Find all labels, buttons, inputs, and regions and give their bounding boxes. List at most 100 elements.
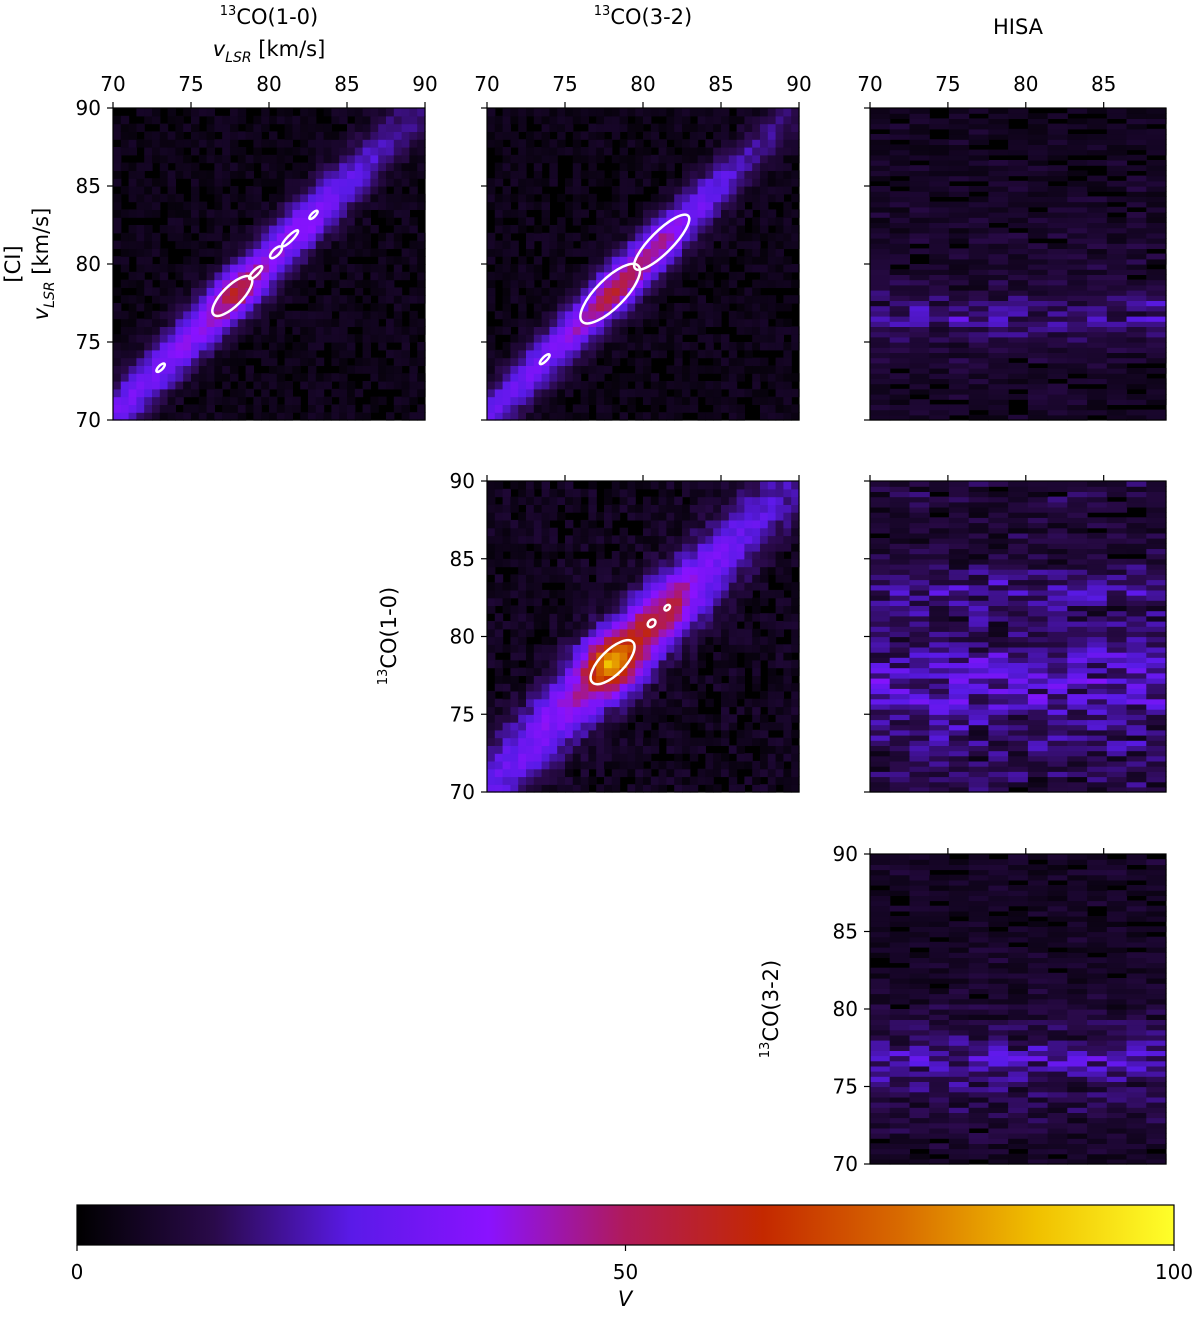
heatmap-cell: [791, 115, 800, 125]
heatmap-cell: [487, 232, 496, 242]
heatmap-cell: [1047, 347, 1068, 353]
heatmap-cell: [783, 381, 792, 390]
heatmap-cell: [580, 558, 589, 568]
heatmap-cell: [518, 737, 527, 746]
heatmap-cell: [783, 264, 792, 273]
heatmap-cell: [760, 264, 769, 273]
heatmap-cell: [643, 279, 652, 288]
heatmap-cell: [889, 316, 910, 322]
heatmap-cell: [721, 722, 730, 731]
heatmap-cell: [783, 108, 792, 117]
heatmap-cell: [705, 349, 714, 359]
heatmap-cell: [401, 108, 410, 117]
heatmap-cell: [136, 209, 145, 218]
heatmap-cell: [682, 729, 691, 739]
heatmap-cell: [674, 690, 683, 700]
heatmap-cell: [580, 706, 589, 715]
heatmap-cell: [308, 201, 317, 210]
heatmap-cell: [183, 279, 192, 288]
heatmap-cell: [767, 264, 777, 273]
heatmap-cell: [253, 303, 262, 312]
heatmap-cell: [791, 232, 800, 242]
heatmap-cell: [666, 264, 675, 273]
heatmap-cell: [518, 512, 527, 521]
heatmap-cell: [269, 162, 278, 171]
heatmap-cell: [308, 373, 317, 382]
heatmap-cell: [650, 279, 660, 288]
heatmap-cell: [588, 248, 597, 257]
heatmap-cell: [393, 186, 403, 195]
heatmap-cell: [409, 240, 418, 249]
heatmap-cell: [292, 357, 301, 366]
heatmap-cell: [588, 519, 597, 529]
heatmap-cell: [635, 303, 644, 312]
heatmap-cell: [1047, 409, 1068, 416]
heatmap-cell: [783, 644, 792, 653]
heatmap-cell: [767, 636, 777, 645]
heatmap-cell: [518, 776, 527, 785]
heatmap-cell: [557, 225, 566, 234]
heatmap-cell: [533, 365, 543, 374]
heatmap-cell: [510, 496, 519, 505]
heatmap-cell: [744, 512, 753, 521]
heatmap-cell: [549, 613, 558, 622]
heatmap-cell: [689, 162, 699, 171]
heatmap-cell: [510, 628, 519, 638]
heatmap-cell: [533, 737, 543, 746]
heatmap-cell: [643, 683, 652, 692]
panel-13co10-vs-hisa: [864, 475, 1167, 793]
heatmap-cell: [167, 404, 176, 413]
heatmap-cell: [580, 240, 589, 249]
heatmap-cell: [362, 154, 371, 164]
heatmap-cell: [214, 232, 223, 242]
heatmap-cell: [144, 209, 153, 218]
heatmap-cell: [510, 504, 519, 513]
heatmap-cell: [230, 170, 239, 179]
heatmap-cell: [948, 383, 970, 390]
y-tick-label: 90: [450, 469, 475, 493]
heatmap-cell: [1008, 149, 1029, 156]
heatmap-cell: [650, 318, 660, 327]
heatmap-cell: [502, 108, 511, 117]
heatmap-cell: [300, 326, 309, 335]
heatmap-cell: [549, 271, 558, 281]
heatmap-cell: [783, 512, 792, 521]
heatmap-cell: [183, 310, 192, 320]
heatmap-cell: [682, 271, 691, 281]
heatmap-cell: [214, 396, 223, 405]
heatmap-cell: [120, 295, 130, 304]
heatmap-cell: [619, 201, 628, 210]
heatmap-cell: [1047, 217, 1068, 223]
heatmap-cell: [870, 154, 891, 161]
heatmap-cell: [870, 776, 891, 783]
heatmap-cell: [572, 535, 582, 544]
heatmap-cell: [487, 527, 496, 537]
heatmap-cell: [510, 178, 519, 187]
heatmap-cell: [721, 139, 730, 148]
heatmap-cell: [206, 225, 215, 234]
heatmap-cell: [674, 496, 683, 505]
heatmap-cell: [721, 295, 730, 304]
heatmap-cell: [968, 781, 989, 788]
heatmap-cell: [339, 373, 348, 382]
heatmap-cell: [689, 488, 699, 498]
heatmap-cell: [152, 186, 161, 195]
heatmap-cell: [643, 248, 652, 257]
heatmap-cell: [929, 347, 950, 353]
heatmap-cell: [526, 496, 535, 505]
heatmap-cell: [744, 621, 753, 630]
heatmap-cell: [968, 321, 989, 327]
heatmap-cell: [619, 147, 628, 156]
heatmap-cell: [611, 589, 621, 599]
heatmap-cell: [767, 232, 777, 242]
heatmap-cell: [386, 271, 395, 281]
heatmap-cell: [292, 209, 301, 218]
heatmap-cell: [697, 162, 706, 171]
heatmap-cell: [276, 310, 286, 320]
heatmap-cell: [549, 381, 558, 390]
heatmap-cell: [237, 147, 247, 156]
heatmap-cell: [1047, 394, 1068, 400]
heatmap-cell: [526, 186, 535, 195]
heatmap-cell: [619, 217, 628, 226]
heatmap-cell: [393, 201, 403, 210]
